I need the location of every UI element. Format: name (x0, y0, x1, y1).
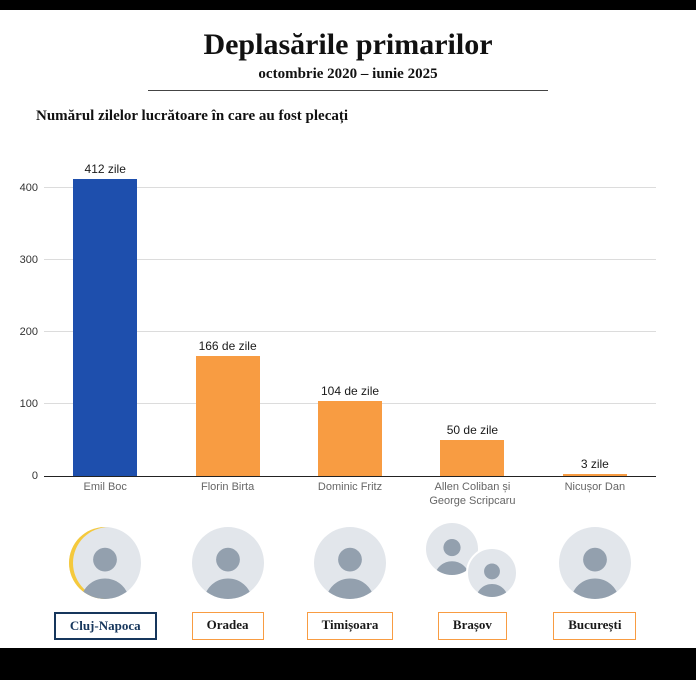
mayor-photo (69, 526, 142, 599)
infographic-page: Deplasările primarilor octombrie 2020 – … (0, 10, 696, 648)
y-axis-tick-label: 0 (31, 470, 38, 482)
mayor-photo (191, 526, 264, 599)
city-label-cell: București (534, 611, 656, 640)
x-axis-label: Allen Coliban și George Scripcaru (429, 481, 516, 507)
city-label: Brașov (437, 611, 507, 640)
city-label-cell: Oradea (166, 611, 288, 640)
mayor-photo-cell (534, 523, 656, 599)
bar-value-label: 104 de zile (320, 384, 380, 399)
city-label: Oradea (191, 611, 264, 640)
person-silhouette-icon (435, 538, 470, 575)
page-title: Deplasările primarilor (203, 28, 493, 61)
chart-heading: Numărul zilelor lucrătoare în care au fo… (36, 108, 349, 124)
title-divider (148, 90, 548, 91)
bar (318, 401, 383, 476)
gridline (44, 331, 656, 332)
x-axis-labels-row: Emil Boc Florin Birta Dominic Fritz Allen C… (44, 481, 656, 509)
x-axis-label: Nicușor Dan (564, 481, 626, 493)
person-silhouette-icon (326, 547, 374, 599)
city-label-cell: Timișoara (289, 611, 411, 640)
bar-value-label: 412 zile (84, 162, 126, 177)
bar-value-label: 50 de zile (446, 423, 499, 437)
bar (195, 356, 260, 476)
bar-column: 3 zile (534, 456, 656, 476)
x-axis-label: Dominic Fritz (317, 481, 383, 493)
city-label: Timișoara (306, 611, 394, 640)
y-axis-tick-label: 200 (19, 326, 38, 338)
y-axis-tick-label: 100 (19, 398, 38, 410)
bar-value-label: 3 zile (580, 456, 609, 471)
bar-column: 166 de zile (166, 339, 288, 476)
bar-column: 50 de zile (411, 423, 533, 476)
mayor-photo (558, 526, 631, 599)
mayor-photo (466, 546, 519, 599)
page-subtitle: octombrie 2020 – iunie 2025 (258, 66, 438, 82)
header: Deplasările primarilor octombrie 2020 – … (0, 28, 696, 91)
bar-value-label: 166 de zile (198, 339, 257, 354)
person-silhouette-icon (203, 547, 252, 599)
mayor-photo-cell (44, 523, 166, 599)
mayor-photo-pair (426, 522, 519, 599)
mayor-photo-cell (289, 523, 411, 599)
gridline (44, 259, 656, 260)
plot-area: 0 100 200 300 400 412 zile 166 de zile 104 de … (20, 159, 656, 482)
x-axis-label: Emil Boc (83, 481, 127, 493)
bars-layer: 412 zile 166 de zile 104 de zile 50 de zile… (44, 159, 656, 476)
bar (562, 473, 627, 476)
bar (440, 440, 505, 476)
mayor-photos-row (44, 522, 656, 599)
city-label: Cluj-Napoca (53, 611, 157, 640)
bar-column: 104 de zile (289, 384, 411, 476)
city-labels-row: Cluj-Napoca Oradea Timișoara Brașov Bucureșt… (44, 611, 656, 640)
y-axis-tick-label: 300 (19, 254, 38, 266)
city-label-cell: Cluj-Napoca (44, 611, 166, 640)
person-silhouette-icon (570, 547, 619, 599)
y-axis-tick-label: 400 (19, 182, 38, 194)
mayor-photo-cell (411, 522, 533, 599)
bar-chart: 0 100 200 300 400 412 zile 166 de zile 104 de … (20, 159, 656, 482)
person-silhouette-icon (81, 547, 130, 599)
gridline (44, 187, 656, 188)
mayor-photo (314, 526, 387, 599)
bar (73, 179, 138, 476)
city-label-cell: Brașov (411, 611, 533, 640)
mayor-photo-cell (166, 523, 288, 599)
x-axis-label: Florin Birta (201, 481, 255, 493)
city-label: București (553, 611, 637, 640)
bar-column: 412 zile (44, 162, 166, 476)
person-silhouette-icon (476, 563, 509, 597)
